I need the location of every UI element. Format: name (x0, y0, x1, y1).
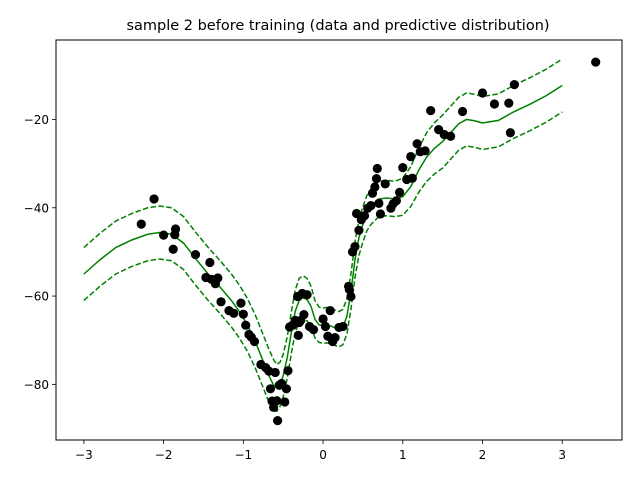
x-tick-label: −2 (155, 448, 173, 462)
data-point (477, 88, 488, 98)
plot-area (55, 39, 623, 441)
data-point (229, 308, 239, 318)
data-point (446, 131, 456, 141)
data-point (394, 187, 405, 197)
data-point (216, 297, 226, 307)
data-point (412, 139, 422, 149)
data-point (420, 146, 430, 156)
data-point (509, 79, 519, 90)
data-point (302, 290, 312, 300)
x-tick-label: −3 (75, 448, 93, 462)
data-point (236, 298, 246, 308)
data-point (270, 367, 280, 378)
data-point (350, 242, 360, 252)
data-point (318, 314, 328, 324)
data-point (371, 174, 382, 184)
data-point (265, 384, 276, 394)
y-tick-label: −20 (24, 113, 49, 127)
data-point (325, 306, 335, 316)
data-point (426, 106, 436, 116)
data-point (283, 366, 293, 376)
y-tick-label: −40 (24, 201, 49, 215)
data-point (359, 211, 370, 221)
data-point (344, 284, 354, 295)
data-point (346, 291, 356, 302)
data-point (380, 179, 390, 189)
x-axis: −3 −2 −1 0 1 2 3 (75, 440, 566, 462)
data-point (372, 163, 382, 174)
y-tick-label: −80 (24, 378, 49, 392)
data-point (338, 321, 348, 332)
data-point (330, 332, 340, 343)
data-point (213, 273, 223, 283)
data-point (272, 396, 282, 406)
data-point (273, 415, 283, 426)
data-point (190, 249, 201, 260)
data-point (238, 309, 248, 319)
x-tick-label: 3 (558, 448, 566, 462)
data-point (249, 336, 260, 347)
data-point (320, 321, 331, 332)
data-point (299, 310, 309, 320)
data-point (354, 225, 364, 235)
data-point (170, 230, 180, 240)
data-point (168, 244, 178, 254)
data-point (149, 194, 159, 204)
data-point (591, 57, 601, 67)
data-point (505, 128, 515, 138)
y-tick-label: −60 (24, 290, 49, 304)
data-point (398, 162, 408, 173)
data-point (366, 200, 376, 211)
band-lower-line (83, 111, 563, 413)
data-point (407, 173, 417, 183)
axes-frame (55, 39, 623, 441)
axes-background (56, 40, 622, 440)
data-point (504, 98, 514, 108)
chart-title: sample 2 before training (data and predi… (126, 18, 549, 34)
y-axis: −80 −60 −40 −20 (24, 113, 56, 392)
data-point (241, 320, 251, 330)
data-point (406, 151, 416, 162)
data-point (308, 325, 319, 335)
data-point (351, 208, 362, 219)
data-points (136, 57, 601, 426)
data-point (374, 198, 384, 208)
data-point (280, 397, 290, 407)
data-point (281, 384, 291, 394)
x-tick-label: 1 (399, 448, 407, 462)
x-tick-label: 2 (479, 448, 487, 462)
data-point (293, 330, 303, 340)
data-point (457, 106, 468, 117)
x-tick-label: 0 (319, 448, 327, 462)
data-point (159, 230, 169, 240)
data-point (136, 219, 146, 229)
data-point (205, 257, 215, 268)
data-point (375, 209, 386, 219)
data-point (489, 99, 500, 109)
data-point (391, 196, 401, 206)
band-upper-line (83, 58, 563, 366)
predictive-band (83, 58, 563, 413)
x-tick-label: −1 (234, 448, 252, 462)
data-point (370, 182, 380, 192)
